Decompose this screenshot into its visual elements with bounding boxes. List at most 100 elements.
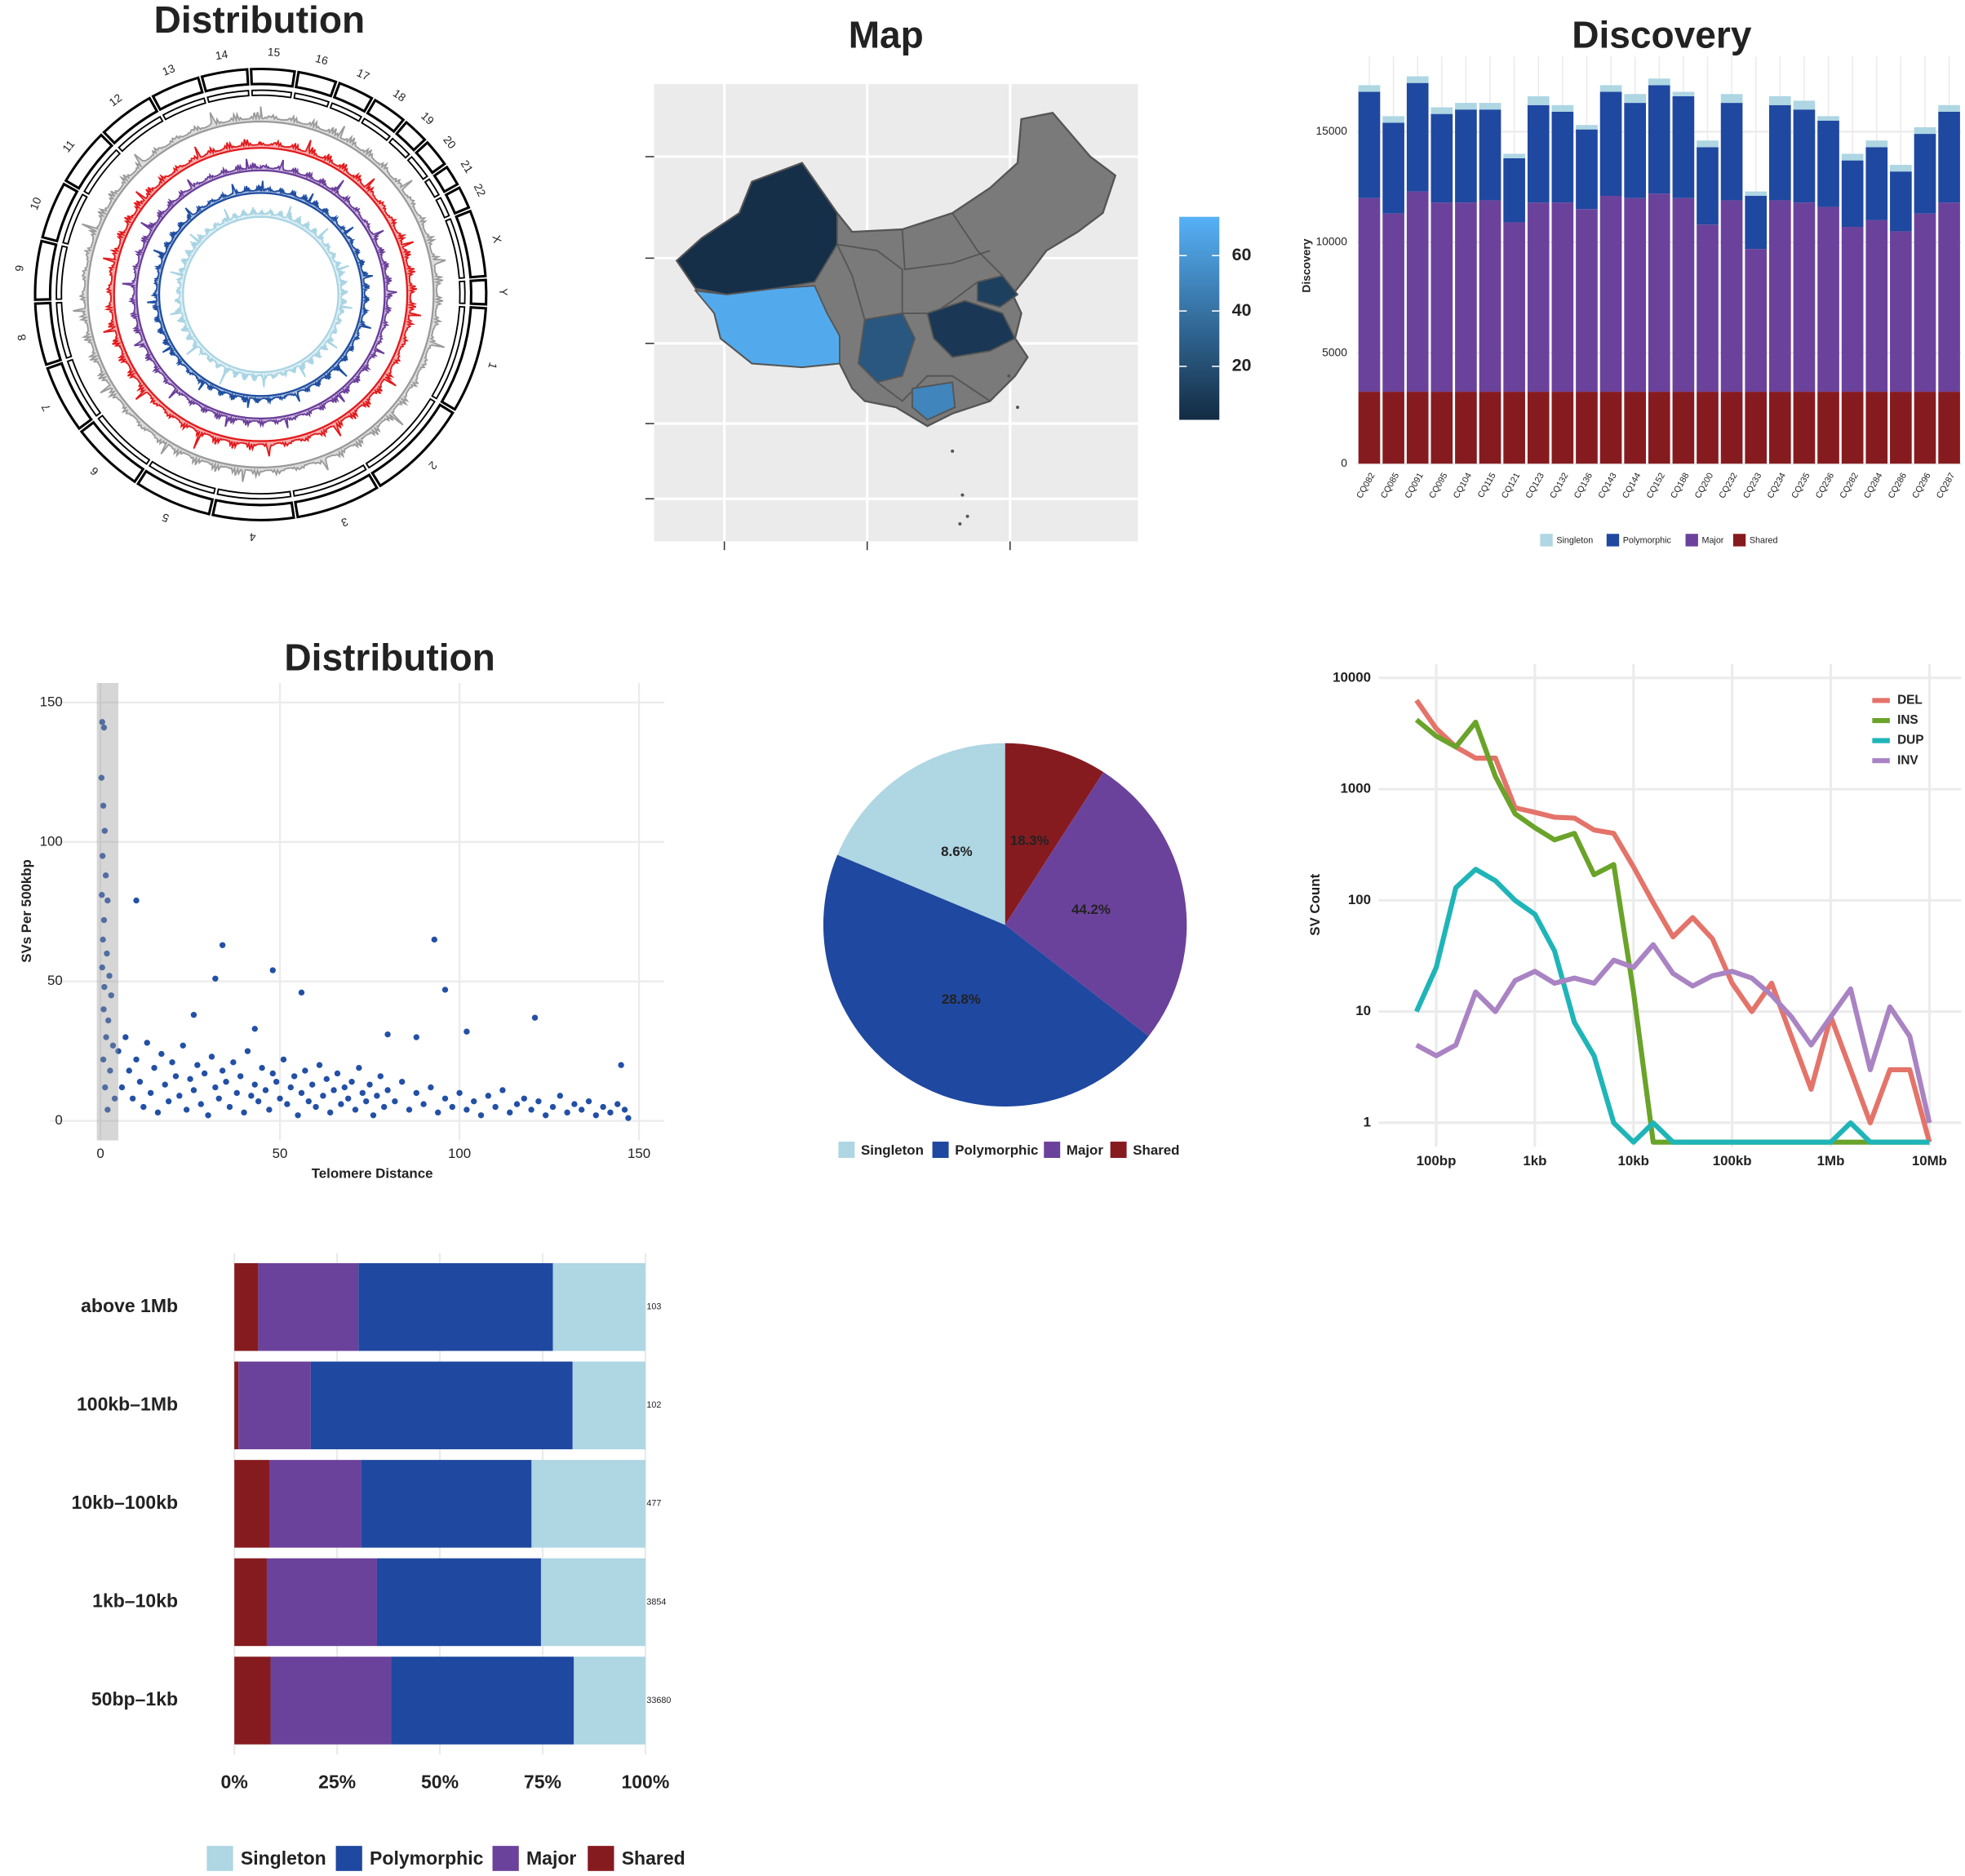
count-label: 102	[646, 1400, 661, 1410]
point	[241, 1109, 247, 1116]
point	[111, 1095, 118, 1102]
point	[477, 1112, 485, 1119]
point	[126, 1067, 132, 1074]
point	[441, 1095, 449, 1102]
chromosome	[151, 76, 204, 112]
point	[362, 1098, 370, 1105]
point	[352, 1107, 359, 1113]
point	[104, 950, 110, 957]
y-tick-label: 15000	[1315, 124, 1347, 137]
chromosome	[79, 420, 145, 484]
colorbar-label: 60	[1232, 245, 1252, 264]
bar-segment	[310, 1361, 573, 1450]
y-tick-label: 1	[1364, 1114, 1371, 1129]
bar-segment	[552, 1263, 645, 1351]
bar-segment	[1672, 392, 1695, 464]
chromosome-label: 11	[60, 137, 77, 154]
chromosome	[295, 70, 338, 98]
slice-label: 18.3%	[1010, 832, 1049, 848]
bar-segment	[270, 1656, 392, 1745]
bar-segment	[1599, 196, 1622, 392]
chromosome-band	[149, 460, 216, 495]
point	[99, 892, 105, 898]
point	[374, 1093, 380, 1099]
point	[485, 1093, 491, 1099]
bar-segment	[1841, 392, 1864, 464]
chromosome-label: 14	[215, 47, 229, 62]
chromosome-band	[365, 397, 436, 469]
chromosome-band	[424, 178, 441, 198]
chromosome-band	[55, 245, 69, 300]
bar-segment	[1527, 104, 1550, 203]
point	[471, 1098, 477, 1105]
bar-segment	[1551, 104, 1574, 112]
bar-segment	[1697, 140, 1719, 148]
bar-segment	[1817, 206, 1839, 392]
bar-segment	[1406, 76, 1429, 83]
point	[513, 1101, 521, 1107]
point	[212, 975, 219, 982]
bar-segment	[1358, 392, 1381, 464]
chromosome-band	[293, 92, 330, 108]
island	[958, 521, 962, 526]
bar-segment	[1697, 147, 1719, 225]
bar-segment	[1527, 202, 1550, 392]
x-tick-label: CQ235	[1790, 471, 1812, 500]
bar-segment	[1576, 125, 1598, 130]
point	[344, 1095, 352, 1102]
point	[334, 1070, 341, 1077]
legend-label: Polymorphic	[1623, 536, 1672, 546]
point	[98, 774, 105, 781]
chromosome-label: 13	[160, 61, 177, 78]
x-tick-label: CQ282	[1838, 471, 1860, 500]
chart-title: Distribution	[284, 636, 495, 679]
chromosome	[46, 361, 93, 431]
chromosome	[440, 306, 487, 411]
point	[456, 1089, 463, 1097]
point	[377, 1073, 384, 1080]
province-border	[836, 243, 903, 313]
point	[316, 1062, 323, 1068]
chromosome-band	[445, 218, 465, 279]
legend-label: Shared	[1133, 1142, 1179, 1158]
point	[99, 719, 105, 725]
bar-segment	[266, 1558, 377, 1647]
y-tick-label: 100	[1348, 892, 1371, 907]
bar-segment	[1938, 111, 1960, 203]
x-tick-label: CQ132	[1548, 471, 1570, 500]
bar-segment	[1624, 197, 1647, 392]
point	[103, 1034, 109, 1040]
bar-segment	[1720, 103, 1743, 201]
point	[330, 1087, 337, 1093]
bar-segment	[1914, 392, 1936, 464]
bar-segment	[1576, 129, 1598, 210]
point	[197, 1101, 204, 1107]
bar-segment	[1890, 165, 1912, 172]
bar-segment	[1745, 249, 1768, 392]
x-tick-label: CQ091	[1403, 471, 1425, 500]
point	[592, 1112, 600, 1119]
island	[960, 493, 965, 497]
bar-segment	[1455, 109, 1477, 203]
point	[380, 1103, 388, 1111]
point	[320, 1093, 326, 1099]
point	[100, 916, 108, 924]
point	[230, 1059, 237, 1066]
point	[251, 1081, 258, 1088]
point	[291, 1073, 298, 1080]
chromosome-label: 7	[38, 401, 53, 413]
bar-segment	[572, 1361, 645, 1450]
legend-label: Major	[526, 1847, 576, 1869]
bar-segment	[1914, 213, 1936, 392]
point	[359, 1089, 366, 1097]
point	[614, 1101, 621, 1107]
count-label: 477	[646, 1499, 661, 1509]
point	[621, 1107, 628, 1113]
chromosome	[33, 239, 58, 301]
point	[101, 827, 109, 834]
point	[313, 1103, 319, 1111]
bar-segment	[1648, 392, 1670, 464]
point	[248, 1093, 255, 1099]
legend-label: Shared	[622, 1847, 685, 1869]
